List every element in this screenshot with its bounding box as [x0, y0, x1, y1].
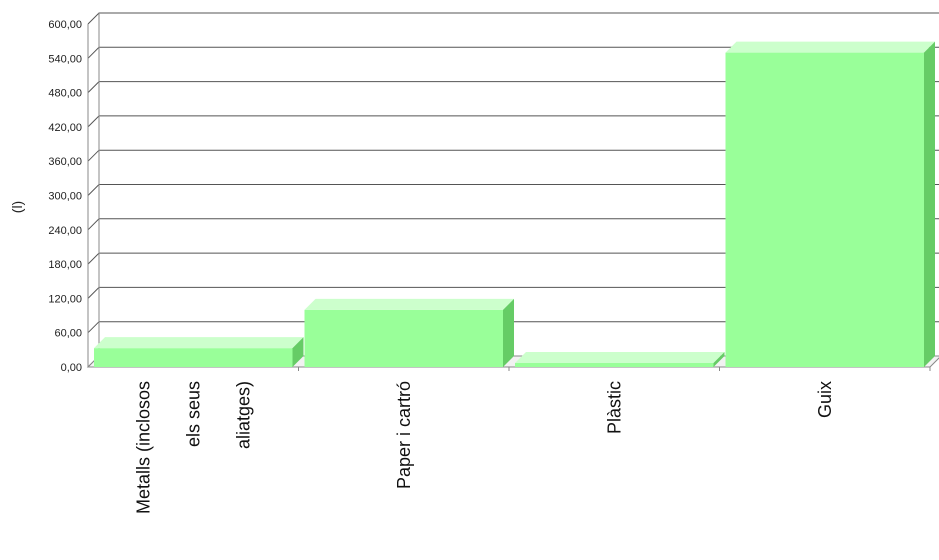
- y-tick-label: 0,00: [61, 362, 82, 374]
- bar-side: [713, 351, 725, 367]
- y-tick-label: 120,00: [48, 293, 82, 305]
- bar: [94, 348, 293, 367]
- bar-top: [515, 351, 725, 363]
- x-category-label: Plàstic: [604, 381, 624, 434]
- y-tick-label: 60,00: [54, 328, 82, 340]
- grid-line: [87, 12, 939, 25]
- labels: 0,00 60,00 120,00 180,00 240,00 300,00 360,00 4…: [48, 19, 834, 514]
- bar: [304, 309, 503, 367]
- y-tick-label: 540,00: [48, 53, 82, 65]
- bar-side: [924, 41, 935, 367]
- bars: [94, 41, 935, 367]
- bar-side: [503, 298, 514, 367]
- y-tick-label: 480,00: [48, 88, 82, 100]
- y-tick-label: 600,00: [48, 19, 82, 31]
- x-category-label: aliatges): [233, 381, 253, 449]
- x-category-label: els seus: [183, 381, 203, 447]
- x-category-label: Paper i cartró: [394, 381, 414, 489]
- bar: [725, 52, 924, 367]
- bar-side: [292, 337, 304, 367]
- y-tick-label: 420,00: [48, 122, 82, 134]
- y-tick-label: 300,00: [48, 191, 82, 203]
- x-category-label: Guix: [815, 381, 835, 418]
- bar-top: [304, 298, 514, 310]
- y-tick-label: 360,00: [48, 156, 82, 168]
- bar-top: [725, 41, 935, 53]
- bar: [515, 362, 714, 367]
- y-tick-label: 180,00: [48, 259, 82, 271]
- y-axis-title: (l): [9, 201, 25, 213]
- x-category-label: Metalls (inclosos: [133, 381, 153, 514]
- y-tick-label: 240,00: [48, 225, 82, 237]
- bar-top: [94, 337, 304, 349]
